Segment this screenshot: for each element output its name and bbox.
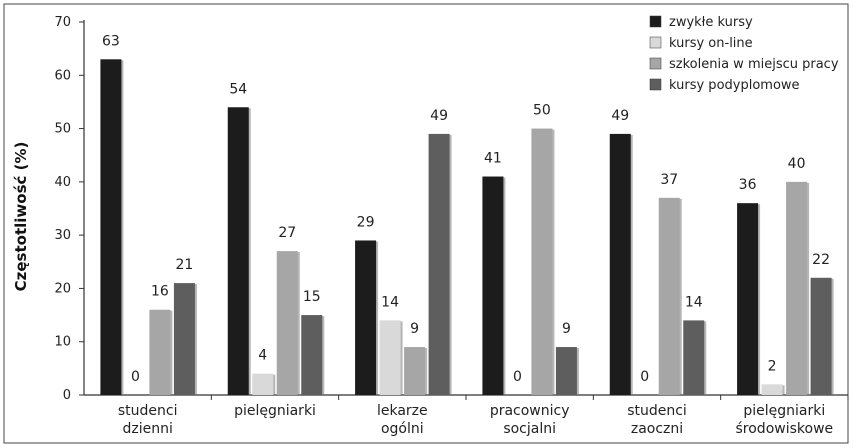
- bar: [227, 107, 249, 395]
- data-label: 4: [258, 348, 267, 364]
- data-label: 9: [410, 321, 419, 337]
- y-tick-label: 60: [54, 68, 71, 83]
- legend-label: kursy on-line: [669, 36, 753, 51]
- data-label: 16: [151, 284, 169, 300]
- data-label: 22: [812, 252, 830, 268]
- bar: [100, 59, 122, 396]
- x-tick-label: pielęgniarki: [743, 403, 825, 419]
- x-tick-label: zaoczni: [631, 421, 683, 437]
- data-label: 37: [660, 172, 678, 188]
- x-tick-label: socjalni: [503, 421, 556, 437]
- bar: [810, 277, 832, 395]
- bar: [355, 240, 377, 395]
- x-tick-label: studenci: [118, 403, 178, 419]
- bar: [149, 309, 171, 395]
- bar: [252, 373, 274, 395]
- x-tick-label: ogólni: [381, 421, 424, 437]
- y-tick-label: 10: [54, 335, 71, 350]
- data-label: 9: [562, 321, 571, 337]
- bar: [609, 133, 631, 395]
- bar: [531, 128, 553, 396]
- data-label: 49: [611, 108, 629, 124]
- bar: [301, 315, 323, 395]
- data-label: 36: [739, 177, 757, 193]
- data-label: 27: [278, 225, 296, 241]
- x-tick-label: środowiskowe: [736, 421, 834, 437]
- bar: [428, 133, 450, 395]
- bar: [404, 347, 426, 395]
- bar: [737, 203, 759, 395]
- data-label: 50: [533, 103, 551, 119]
- bar: [379, 320, 401, 395]
- data-label: 0: [131, 369, 140, 385]
- legend-label: szkolenia w miejscu pracy: [669, 57, 839, 72]
- data-label: 29: [357, 214, 375, 230]
- legend-label: zwykłe kursy: [669, 15, 753, 30]
- x-tick-label: dzienni: [122, 421, 172, 437]
- y-tick-label: 0: [63, 388, 71, 403]
- data-label: 40: [788, 156, 806, 172]
- data-label: 14: [685, 294, 703, 310]
- data-label: 0: [513, 369, 522, 385]
- bar: [683, 320, 705, 395]
- x-tick-label: studenci: [627, 403, 687, 419]
- data-label: 49: [430, 108, 448, 124]
- data-label: 54: [229, 81, 247, 97]
- y-tick-label: 20: [54, 281, 71, 296]
- chart-frame: [3, 3, 849, 444]
- data-label: 0: [640, 369, 649, 385]
- y-tick-label: 40: [54, 175, 71, 190]
- legend-swatch: [649, 57, 662, 70]
- bar: [658, 197, 680, 395]
- y-tick-label: 50: [54, 122, 71, 137]
- bar: [482, 176, 504, 395]
- legend-swatch: [649, 15, 662, 28]
- bar: [276, 251, 298, 395]
- x-tick-label: pielęgniarki: [234, 403, 316, 419]
- y-axis-title: Częstotliwość (%): [12, 142, 30, 292]
- bar: [555, 347, 577, 395]
- data-label: 2: [768, 358, 777, 374]
- legend-swatch: [649, 78, 662, 91]
- data-label: 15: [303, 289, 321, 305]
- bar: [173, 283, 195, 395]
- y-tick-label: 30: [54, 228, 71, 243]
- legend-swatch: [649, 36, 662, 49]
- legend-label: kursy podyplomowe: [669, 78, 800, 93]
- bar: [761, 384, 783, 395]
- data-label: 14: [381, 294, 399, 310]
- bar: [786, 181, 808, 395]
- data-label: 21: [176, 257, 194, 273]
- data-label: 41: [484, 151, 502, 167]
- y-tick-label: 70: [54, 15, 71, 30]
- x-tick-label: lekarze: [377, 403, 428, 419]
- data-label: 63: [102, 33, 120, 49]
- x-tick-label: pracownicy: [490, 403, 570, 419]
